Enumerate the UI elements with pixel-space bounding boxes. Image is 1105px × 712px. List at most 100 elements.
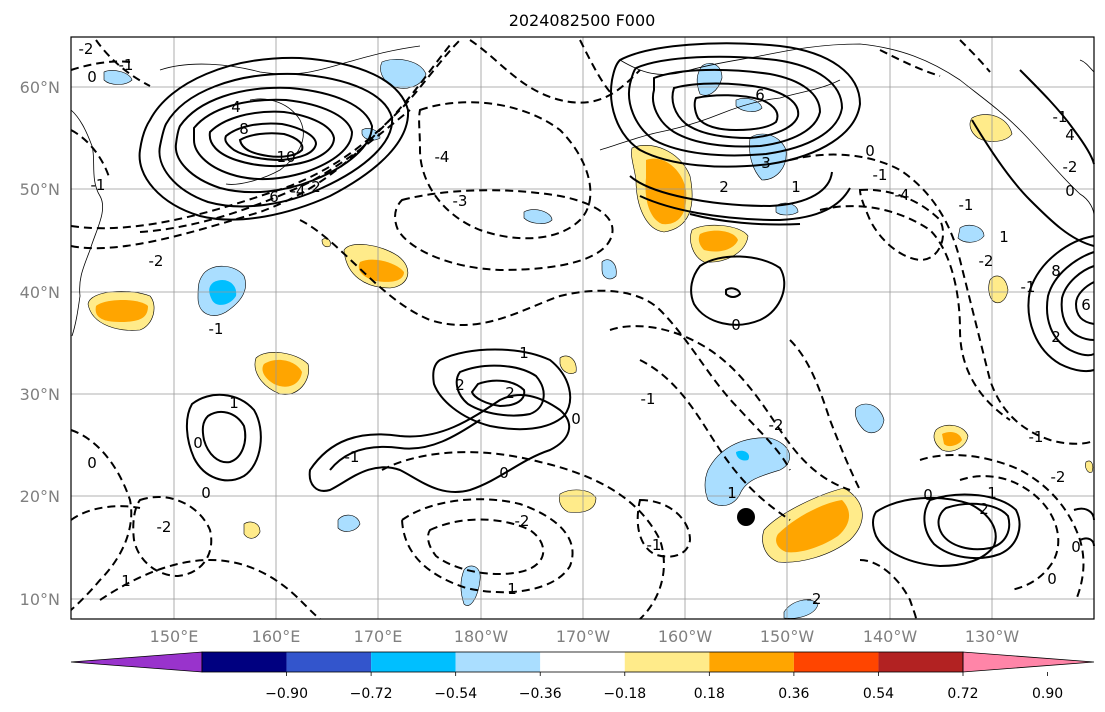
contour-label: -1 — [641, 390, 656, 408]
contour-label: -1 — [119, 56, 134, 74]
colorbar-box — [878, 652, 963, 672]
contour-label: -1 — [1029, 428, 1044, 446]
colorbar-tick-label: 0.90 — [1032, 686, 1063, 702]
contour-label: -4 — [291, 182, 306, 200]
contour-label: -1 — [1021, 278, 1036, 296]
lon-label: 150°W — [760, 627, 815, 646]
contour-label: 0 — [193, 434, 203, 452]
colorbar-outline — [201, 651, 964, 673]
colorbar-box — [202, 652, 287, 672]
contour-label: 0 — [1071, 538, 1081, 556]
contour-label: -1 — [647, 536, 662, 554]
contour-label: 1 — [121, 572, 131, 590]
lat-label: 60°N — [20, 78, 60, 97]
contour-label: -2 — [149, 252, 164, 270]
contour-label: -1 — [959, 196, 974, 214]
lon-label: 160°W — [658, 627, 713, 646]
contour-label: 10 — [276, 148, 295, 166]
colorbar-tick-label: 0.18 — [694, 686, 725, 702]
contour-label: -1 — [1053, 108, 1068, 126]
contour-labels: -2 -1 0 4 8 10 6 2 -4 -3 -1 -2 -1 -1 1 2… — [79, 40, 1091, 608]
colorbar-tick-label: 0.36 — [778, 686, 809, 702]
positive-anomaly-shading — [87, 114, 1094, 563]
latitude-labels: 60°N 50°N 40°N 30°N 20°N 10°N — [20, 78, 60, 609]
lon-label: 170°W — [556, 627, 611, 646]
lon-label: 180°W — [454, 627, 509, 646]
contour-label: -2 — [807, 590, 822, 608]
contour-label: 0 — [87, 68, 97, 86]
contour-label: 0 — [865, 142, 875, 160]
contour-label: -2 — [1051, 468, 1066, 486]
contour-label: 3 — [761, 154, 771, 172]
contour-label: 1 — [999, 228, 1009, 246]
contour-label: 0 — [923, 486, 933, 504]
contour-label: 0 — [499, 464, 509, 482]
lon-label: 170°E — [354, 627, 403, 646]
contour-label: 8 — [239, 120, 249, 138]
colorbar-box — [793, 652, 879, 672]
contour-label: -1 — [873, 166, 888, 184]
longitude-labels: 150°E 160°E 170°E 180°W 170°W 160°W 150°… — [150, 627, 1020, 646]
contour-label: -1 — [209, 320, 224, 338]
contour-label: 2 — [505, 384, 515, 402]
contour-label: 1 — [507, 580, 517, 598]
colorbar-tick-label: −0.54 — [434, 686, 477, 702]
lat-label: 20°N — [20, 487, 60, 506]
colorbar-extend-min — [70, 651, 203, 673]
colorbar-extend-max — [962, 651, 1095, 673]
colorbar-tick-label: 0.72 — [947, 686, 978, 702]
lat-label: 30°N — [20, 385, 60, 404]
contour-label: 1 — [987, 484, 997, 502]
lat-label: 50°N — [20, 180, 60, 199]
colorbar-box — [540, 652, 625, 672]
contour-label: 0 — [87, 454, 97, 472]
lat-label: 40°N — [20, 283, 60, 302]
lon-label: 160°E — [252, 627, 301, 646]
contour-label: -4 — [895, 186, 910, 204]
contour-label: 4 — [231, 98, 241, 116]
contour-label: 6 — [755, 86, 765, 104]
map-panel: -2 -1 0 4 8 10 6 2 -4 -3 -1 -2 -1 -1 1 2… — [70, 36, 1095, 620]
contour-label: 0 — [731, 316, 741, 334]
colorbar: −0.90 −0.72 −0.54 −0.36 −0.18 0.18 0.36 0.54 0.7… — [70, 651, 1095, 702]
lon-label: 150°E — [150, 627, 199, 646]
positive-contours — [138, 42, 1095, 568]
colorbar-tick-label: −0.18 — [603, 686, 646, 702]
contour-label: 6 — [1081, 296, 1091, 314]
lon-label: 130°W — [965, 627, 1020, 646]
colorbar-box — [286, 652, 372, 672]
colorbar-box — [455, 652, 541, 672]
contour-label: 0 — [1047, 570, 1057, 588]
contour-label: 2 — [719, 178, 729, 196]
contour-label: -1 — [91, 176, 106, 194]
storm-center-marker — [737, 508, 755, 526]
contour-label: 8 — [1051, 262, 1061, 280]
colorbar-tick-label: −0.36 — [519, 686, 562, 702]
negative-contours — [70, 39, 1095, 620]
contour-label: -2 — [79, 40, 94, 58]
colorbar-tick-label: −0.90 — [265, 686, 308, 702]
contour-label: -2 — [769, 416, 784, 434]
contour-label: 1 — [229, 394, 239, 412]
contour-label: 1 — [519, 344, 529, 362]
contour-label: 2 — [455, 376, 465, 394]
contour-label: 2 — [1051, 328, 1061, 346]
contour-label: 2 — [311, 178, 321, 196]
contour-label: -2 — [157, 518, 172, 536]
contour-label: 4 — [1065, 126, 1075, 144]
contour-label: 6 — [269, 188, 279, 206]
contour-label: -2 — [979, 252, 994, 270]
colorbar-box — [624, 652, 710, 672]
colorbar-box — [709, 652, 794, 672]
contour-label: 1 — [791, 178, 801, 196]
contour-label: -2 — [1063, 158, 1078, 176]
contour-label: 1 — [727, 484, 737, 502]
contour-label: 2 — [979, 500, 989, 518]
contour-label: 0 — [1065, 182, 1075, 200]
colorbar-box — [371, 652, 456, 672]
colorbar-tick-label: −0.72 — [350, 686, 393, 702]
contour-label: 0 — [201, 484, 211, 502]
contour-label: 0 — [571, 410, 581, 428]
negative-anomaly-shading — [103, 59, 985, 619]
